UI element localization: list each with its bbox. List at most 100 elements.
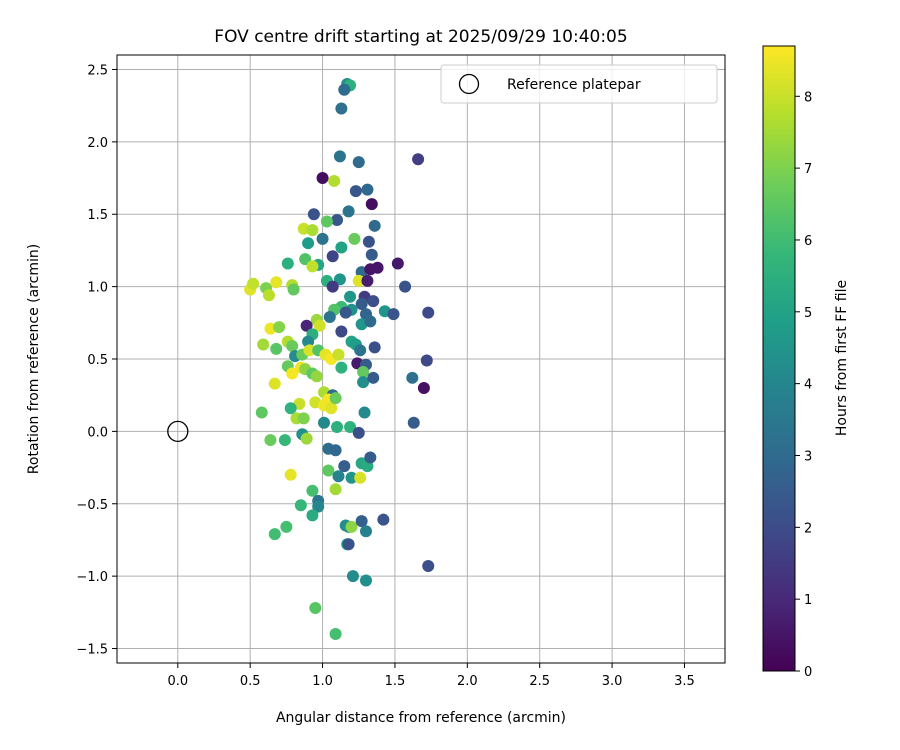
data-point — [367, 295, 380, 308]
legend: Reference platepar — [440, 64, 718, 104]
data-point — [417, 381, 430, 394]
data-point — [346, 570, 359, 583]
data-point — [365, 198, 378, 211]
legend-label-reference: Reference platepar — [507, 77, 641, 93]
colorbar-tick-label: 1 — [804, 593, 812, 608]
data-point — [312, 500, 325, 513]
data-point — [273, 321, 286, 334]
data-point — [306, 509, 319, 522]
data-point — [362, 235, 375, 248]
data-point — [255, 406, 268, 419]
data-point — [354, 471, 367, 484]
data-point — [294, 499, 307, 512]
data-point — [377, 513, 390, 526]
data-point — [328, 174, 341, 187]
y-axis-label: Rotation from reference (arcmin) — [26, 244, 42, 474]
data-point — [306, 484, 319, 497]
colorbar-label: Hours from first FF file — [834, 280, 850, 436]
x-tick-label: 3.0 — [602, 674, 623, 689]
data-point — [335, 102, 348, 115]
data-point — [364, 315, 377, 328]
data-point — [358, 406, 371, 419]
data-point — [332, 348, 345, 361]
data-point — [345, 520, 358, 533]
data-point — [344, 290, 357, 303]
data-point — [348, 232, 361, 245]
data-point — [302, 237, 315, 250]
x-tick-label: 0.0 — [167, 674, 188, 689]
data-point — [422, 560, 435, 573]
data-point — [368, 341, 381, 354]
y-tick-label: −1.0 — [76, 570, 108, 585]
data-point — [387, 308, 400, 321]
data-point — [331, 214, 344, 227]
data-point — [310, 370, 323, 383]
data-point — [325, 402, 338, 415]
data-point — [326, 250, 339, 263]
data-point — [339, 306, 352, 319]
data-point — [342, 538, 355, 551]
data-point — [354, 344, 367, 357]
x-tick-label: 2.0 — [457, 674, 478, 689]
data-point — [335, 361, 348, 374]
data-point — [286, 367, 299, 380]
data-point — [338, 83, 351, 96]
data-point — [306, 224, 319, 237]
colorbar-tick-label: 4 — [804, 378, 812, 393]
data-point — [335, 241, 348, 254]
data-point — [357, 376, 370, 389]
reference-layer — [167, 420, 189, 443]
data-point — [307, 208, 320, 221]
data-point — [303, 344, 316, 357]
data-point — [300, 432, 313, 445]
data-point — [320, 215, 333, 228]
colorbar-tick-label: 6 — [804, 234, 812, 249]
data-point — [316, 172, 329, 185]
data-point — [329, 444, 342, 457]
axes: 0.0 0.5 1.0 1.5 2.0 2.5 3.0 3.5 −1.5 −1.0 −0.5 0.0 0… — [76, 54, 726, 689]
data-point — [412, 153, 425, 166]
data-point — [264, 434, 277, 447]
colorbar-tick-label: 3 — [804, 449, 812, 464]
data-point — [270, 342, 283, 355]
data-point — [297, 412, 310, 425]
x-tick-label: 0.5 — [240, 674, 261, 689]
y-tick-label: 0.0 — [87, 425, 108, 440]
data-point — [365, 248, 378, 261]
data-point — [331, 421, 344, 434]
data-point — [361, 183, 374, 196]
data-points — [244, 77, 435, 641]
y-tick-label: 2.0 — [87, 136, 108, 151]
data-point — [406, 371, 419, 384]
data-point — [322, 464, 335, 477]
data-point — [268, 377, 281, 390]
data-point — [367, 371, 380, 384]
y-tick-label: 0.5 — [87, 353, 108, 368]
data-point — [355, 515, 368, 528]
data-point — [329, 628, 342, 641]
data-point — [300, 319, 313, 332]
data-point — [357, 366, 370, 379]
data-point — [329, 483, 342, 496]
reference-platepar-marker — [167, 420, 189, 443]
data-point — [323, 311, 336, 324]
data-point — [420, 354, 433, 367]
data-point — [352, 274, 365, 287]
colorbar: 0 1 2 3 4 5 6 7 8 Hours from first FF file — [762, 45, 850, 680]
data-point — [371, 261, 384, 274]
y-tick-label: −1.5 — [76, 643, 108, 658]
y-tick-label: 2.5 — [87, 63, 108, 78]
colorbar-tick-label: 2 — [804, 521, 812, 536]
colorbar-tick-label: 0 — [804, 665, 812, 680]
grid — [117, 55, 725, 663]
data-point — [391, 257, 404, 270]
colorbar-tick-label: 5 — [804, 306, 812, 321]
data-point — [284, 402, 297, 415]
data-point — [326, 280, 339, 293]
x-tick-label: 1.5 — [385, 674, 406, 689]
data-point — [329, 392, 342, 405]
data-point — [352, 156, 365, 169]
data-point — [342, 205, 355, 218]
data-point — [332, 470, 345, 483]
data-point — [368, 219, 381, 232]
